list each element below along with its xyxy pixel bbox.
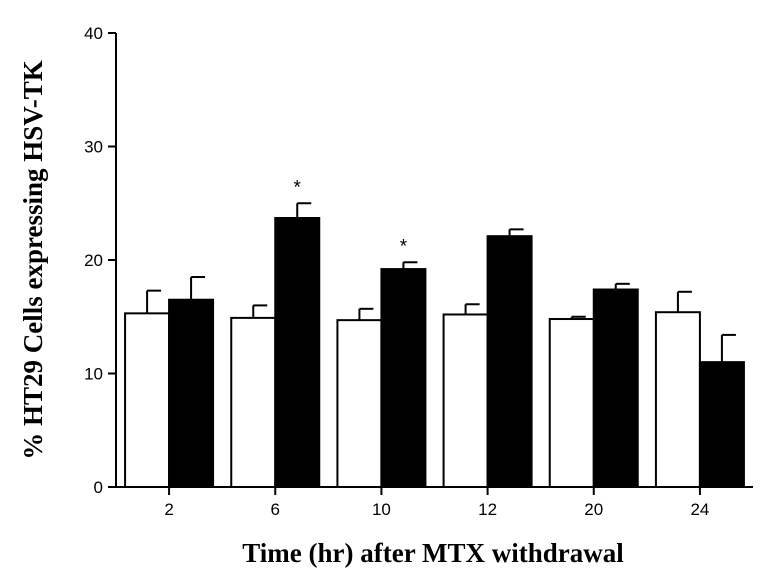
x-axis-title: Time (hr) after MTX withdrawal: [242, 538, 624, 568]
x-axis: 2 6 10 12 20 24: [116, 486, 753, 519]
x-tick-label: 10: [372, 500, 391, 519]
y-tick-label: 20: [84, 251, 103, 270]
x-tick-label: 6: [271, 500, 280, 519]
significance-marker: *: [400, 236, 408, 257]
y-tick-label: 40: [84, 24, 103, 43]
bar: [592, 288, 639, 489]
bar: [486, 235, 533, 488]
bar: [336, 319, 383, 488]
y-axis-title: % HT29 Cells expressing HSV-TK: [18, 60, 48, 460]
significance-marker: *: [294, 177, 302, 198]
y-tick-label: 30: [84, 138, 103, 157]
y-axis: 0 10 20 30 40: [84, 24, 117, 497]
bar: [230, 316, 277, 489]
bars: **: [124, 177, 745, 489]
bar: [274, 217, 321, 488]
x-tick-label: 24: [690, 500, 709, 519]
x-tick-label: 2: [164, 500, 173, 519]
bar: [698, 361, 745, 488]
bar: [548, 318, 595, 488]
bar: [442, 313, 489, 489]
bar: [654, 311, 701, 488]
bar: [124, 312, 171, 488]
bar: [168, 298, 215, 488]
x-tick-label: 20: [584, 500, 603, 519]
y-tick-label: 0: [94, 478, 103, 497]
y-tick-label: 10: [84, 365, 103, 384]
x-tick-label: 12: [478, 500, 497, 519]
bar: [380, 268, 427, 488]
